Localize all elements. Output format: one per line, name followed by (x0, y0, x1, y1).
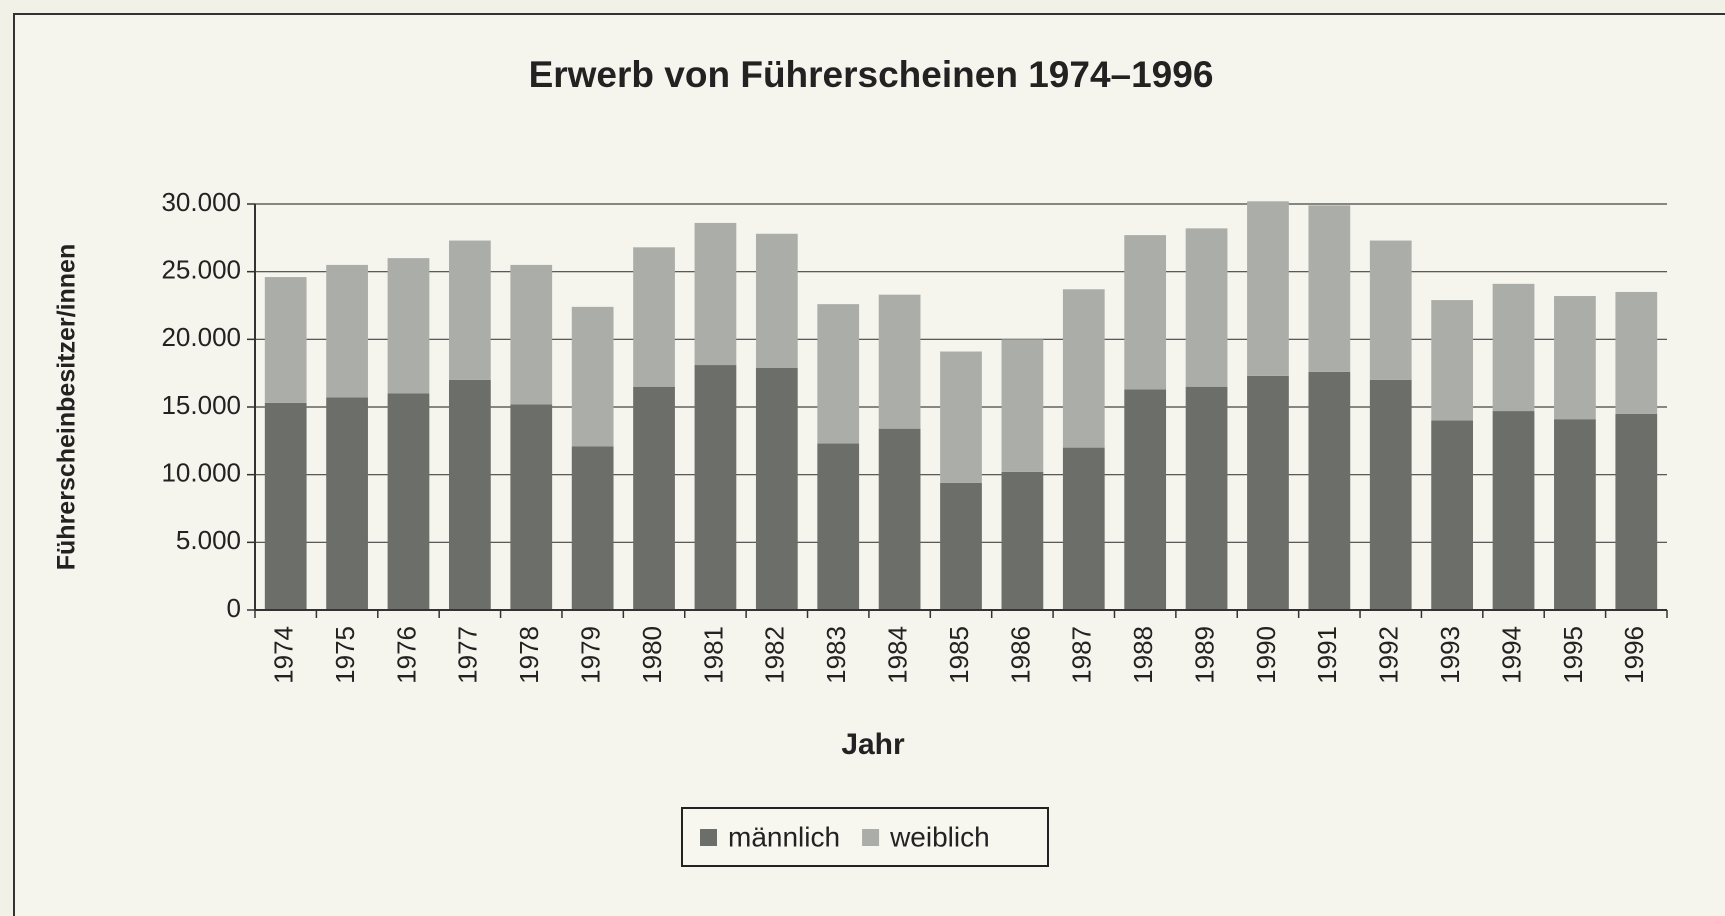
bar-segment (387, 393, 430, 610)
x-tick-label: 1978 (514, 626, 544, 684)
bar-segment (878, 428, 921, 610)
bar-segment (755, 233, 798, 368)
y-tick-label: 20.000 (161, 322, 241, 352)
y-tick-label: 15.000 (161, 390, 241, 420)
x-tick-label: 1991 (1312, 626, 1342, 684)
legend-swatch (862, 829, 880, 846)
x-tick-label: 1984 (882, 626, 912, 684)
y-axis-label: Führerscheinbesitzer/innen (53, 244, 81, 570)
bar-segment (1247, 375, 1289, 610)
chart-title: Erwerb von Führerscheinen 1974–1996 (529, 54, 1214, 95)
x-tick-label: 1989 (1189, 626, 1219, 684)
bar-segment (694, 222, 737, 366)
bar-segment (1431, 300, 1474, 421)
x-tick-label: 1983 (821, 626, 851, 684)
y-tick-label: 5.000 (176, 525, 241, 555)
bar-segment (571, 446, 614, 610)
x-tick-label: 1981 (698, 626, 728, 684)
legend-swatch (700, 829, 717, 846)
bar-segment (878, 294, 921, 429)
bar-segment (817, 443, 860, 610)
bar-segment (326, 397, 368, 610)
y-tick-label: 0 (227, 593, 241, 623)
y-tick-label: 30.000 (161, 187, 241, 217)
bar-segment (264, 277, 307, 403)
bar-segment (510, 264, 553, 405)
y-tick-label: 25.000 (161, 255, 241, 285)
bar-segment (1615, 291, 1658, 414)
bar-segment (1369, 379, 1412, 610)
x-axis-label: Jahr (841, 728, 905, 761)
bar-segment (1247, 201, 1289, 376)
legend-label: weiblich (889, 821, 990, 852)
bar-segment (817, 304, 860, 444)
bar-segment (1185, 228, 1228, 387)
x-tick-label: 1976 (391, 626, 421, 684)
x-tick-label: 1993 (1435, 626, 1465, 684)
x-tick-label: 1992 (1374, 626, 1404, 684)
bar-segment (1431, 420, 1474, 610)
legend-label: männlich (728, 821, 840, 852)
bar-segment (694, 365, 737, 610)
x-tick-label: 1996 (1619, 626, 1649, 684)
bar-segment (1554, 296, 1596, 420)
x-tick-label: 1982 (760, 626, 790, 684)
x-tick-label: 1994 (1496, 626, 1526, 684)
x-tick-label: 1988 (1128, 626, 1158, 684)
bar-segment (264, 402, 307, 610)
bar-segment (940, 351, 982, 483)
x-tick-label: 1985 (944, 626, 974, 684)
x-tick-label: 1979 (576, 626, 606, 684)
bar-segment (633, 247, 675, 387)
bar-segment (1185, 386, 1228, 610)
bar-segment (387, 258, 430, 394)
y-tick-label: 10.000 (161, 458, 241, 488)
bar-segment (510, 404, 553, 610)
bar-segment (1492, 283, 1535, 412)
bar-segment (755, 367, 798, 610)
x-tick-label: 1986 (1005, 626, 1035, 684)
x-tick-label: 1974 (269, 626, 299, 684)
bar-segment (1308, 371, 1351, 610)
x-tick-label: 1975 (330, 626, 360, 684)
bar-segment (1062, 289, 1105, 448)
bar-segment (940, 482, 982, 610)
bar-segment (1124, 235, 1167, 390)
bar-segment (571, 306, 614, 447)
x-tick-label: 1987 (1067, 626, 1097, 684)
bar-segment (326, 264, 368, 398)
x-tick-label: 1990 (1251, 626, 1281, 684)
bar-segment (633, 386, 675, 610)
bar-segment (1615, 413, 1658, 610)
bar-segment (448, 379, 491, 610)
bar-segment (1554, 419, 1596, 610)
bar-segment (1308, 205, 1351, 372)
bar-segment (1124, 389, 1167, 610)
x-tick-label: 1995 (1558, 626, 1588, 684)
bar-segment (1492, 411, 1535, 610)
bar-segment (1001, 471, 1044, 610)
x-tick-label: 1977 (453, 626, 483, 684)
x-tick-label: 1980 (637, 626, 667, 684)
bar-segment (1001, 339, 1044, 472)
bar-segment (1369, 240, 1412, 380)
bar-segment (1062, 447, 1105, 610)
bar-segment (448, 240, 491, 380)
